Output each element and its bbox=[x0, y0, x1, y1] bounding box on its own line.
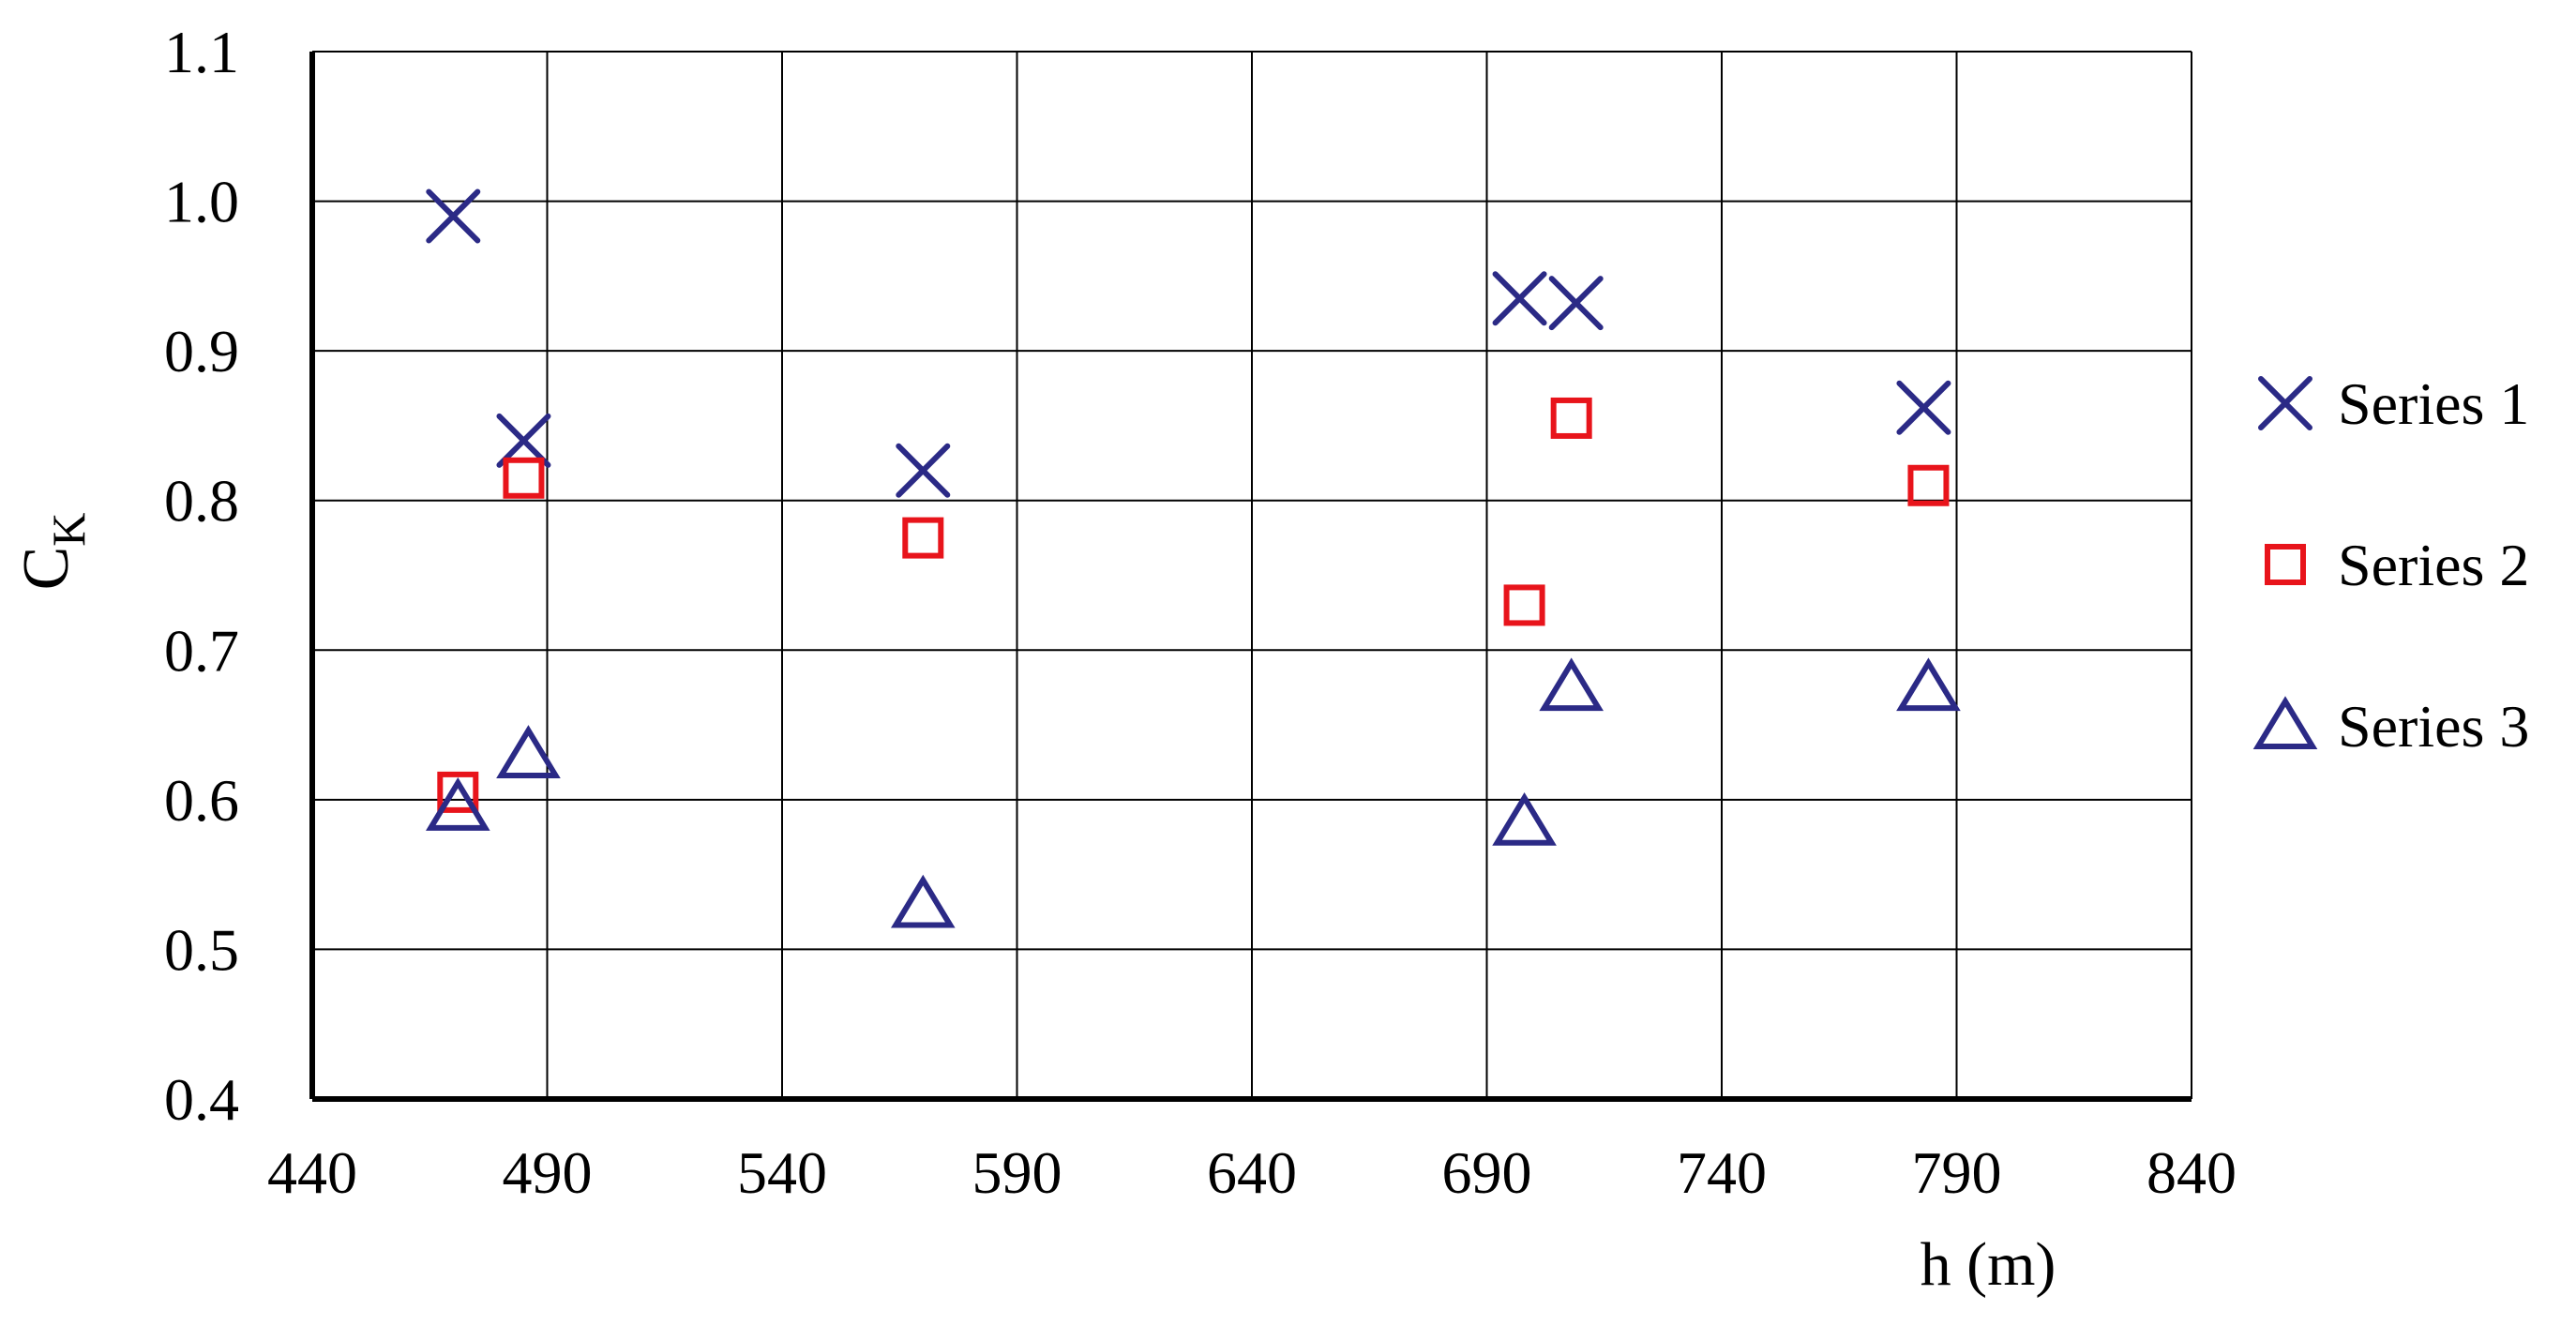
data-point-series-3 bbox=[425, 777, 490, 831]
y-tick-label: 1.0 bbox=[164, 169, 239, 235]
data-point-series-2 bbox=[437, 771, 479, 813]
x-tick-label: 590 bbox=[972, 1139, 1062, 1206]
x-tick-label: 640 bbox=[1207, 1139, 1297, 1206]
y-tick-label: 1.1 bbox=[164, 19, 239, 85]
data-point-series-2 bbox=[503, 457, 545, 499]
data-point-series-2 bbox=[902, 517, 944, 559]
marker-stroke bbox=[2258, 376, 2312, 430]
legend-label-series-3: Series 3 bbox=[2338, 693, 2529, 760]
marker-stroke bbox=[896, 443, 951, 498]
marker-stroke bbox=[426, 188, 481, 244]
marker-stroke bbox=[1492, 271, 1547, 326]
data-point-series-3 bbox=[1539, 657, 1604, 712]
data-point-series-2 bbox=[1503, 584, 1545, 626]
x-tick-label: 840 bbox=[2147, 1139, 2237, 1206]
data-points bbox=[425, 188, 1961, 928]
data-point-series-2 bbox=[1550, 397, 1592, 439]
data-point-series-1 bbox=[1896, 380, 1951, 435]
y-tick-label: 0.7 bbox=[164, 617, 239, 684]
y-axis-label-subscript: K bbox=[42, 513, 95, 547]
legend-marker-series-3 bbox=[2252, 696, 2318, 749]
legend: Series 1 Series 2 Series 3 bbox=[2252, 370, 2529, 760]
marker-stroke bbox=[1548, 276, 1604, 331]
y-tick-label: 0.6 bbox=[164, 767, 239, 834]
x-tick-label: 540 bbox=[737, 1139, 827, 1206]
marker-stroke bbox=[496, 413, 551, 468]
x-tick-label: 790 bbox=[1912, 1139, 2002, 1206]
x-tick-label: 490 bbox=[503, 1139, 593, 1206]
x-axis-label: h (m) bbox=[1921, 1230, 2056, 1299]
y-tick-label: 0.5 bbox=[164, 916, 239, 983]
x-tick-label: 740 bbox=[1677, 1139, 1767, 1206]
y-axis-label: CK bbox=[10, 513, 95, 591]
y-tick-label: 0.8 bbox=[164, 468, 239, 535]
grid-lines bbox=[312, 51, 2192, 1099]
data-point-series-1 bbox=[1548, 276, 1604, 331]
y-tick-label: 0.9 bbox=[164, 318, 239, 384]
legend-label-series-2: Series 2 bbox=[2338, 532, 2529, 598]
y-tick-label: 0.4 bbox=[164, 1066, 239, 1133]
data-point-series-3 bbox=[890, 874, 956, 928]
legend-marker-series-2 bbox=[2265, 544, 2306, 585]
data-point-series-3 bbox=[1896, 657, 1961, 712]
x-tick-label: 690 bbox=[1442, 1139, 1532, 1206]
data-point-series-3 bbox=[1492, 791, 1557, 846]
data-point-series-1 bbox=[1492, 271, 1547, 326]
data-point-series-1 bbox=[896, 443, 951, 498]
y-axis-label-main: C bbox=[10, 547, 83, 591]
tick-labels: 440 490 540 590 640 690 740 790 840 0.4 0.5 0.6 0.7 0… bbox=[164, 19, 2237, 1206]
legend-label-series-1: Series 1 bbox=[2338, 370, 2529, 437]
data-point-series-1 bbox=[496, 413, 551, 468]
data-point-series-3 bbox=[496, 725, 561, 778]
axes bbox=[309, 52, 2192, 1102]
x-tick-label: 440 bbox=[267, 1139, 357, 1206]
data-point-series-2 bbox=[1907, 464, 1950, 506]
legend-marker-series-1 bbox=[2258, 376, 2312, 430]
marker-stroke bbox=[1896, 380, 1951, 435]
data-point-series-1 bbox=[426, 188, 481, 244]
